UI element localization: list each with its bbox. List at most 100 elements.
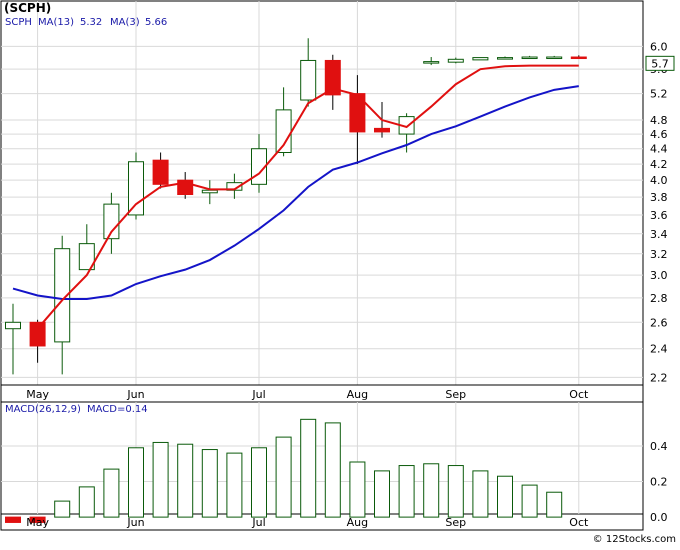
macd-y-tick-label: 0.4 — [650, 440, 668, 453]
price-y-tick-label: 4.0 — [650, 174, 668, 187]
candle-up — [423, 61, 440, 64]
candle-up — [78, 243, 95, 271]
candle-down — [570, 56, 587, 60]
candle-up — [201, 189, 218, 194]
macd-bar — [349, 461, 366, 518]
candle-down — [29, 321, 46, 347]
candle-up — [521, 56, 538, 60]
price-y-tick-label: 3.8 — [650, 191, 668, 204]
macd-bar — [472, 470, 489, 518]
price-y-tick-label: 4.6 — [650, 128, 668, 141]
price-panel: 2.2 2.4 2.6 2.8 3.0 3.2 3.4 3.6 3.8 4.0 4.2 4.4 4.64… — [0, 0, 675, 403]
macd-bar — [546, 491, 563, 518]
candle-up — [497, 57, 513, 60]
legend-ma-slow-label: MA(3) — [110, 17, 140, 28]
macd-bar — [497, 475, 513, 518]
macd-panel: 0.0 0.2 0.4 May Jun Jul Aug Sep Oct MACD(26,12,… — [0, 401, 668, 531]
chart-title: (SCPH) — [4, 1, 51, 15]
price-month-label: Jul — [251, 388, 265, 401]
price-y-tick-label: 4.2 — [650, 158, 668, 171]
candle-up — [300, 59, 317, 101]
price-month-label: Jun — [126, 388, 144, 401]
macd-bar — [226, 452, 243, 518]
candlestick-series — [5, 38, 587, 375]
price-panel-frame — [0, 0, 644, 403]
price-month-label: Aug — [347, 388, 368, 401]
candle-up — [5, 321, 21, 330]
candle-up — [472, 57, 489, 61]
price-y-tick-labels: 2.2 2.4 2.6 2.8 3.0 3.2 3.4 3.6 3.8 4.0 4.2 4.4 4.64… — [650, 40, 668, 384]
price-y-tick-label: 6.0 — [650, 40, 668, 53]
macd-bar — [78, 486, 95, 518]
price-y-tick-label: 2.4 — [650, 343, 668, 356]
macd-month-label: Aug — [347, 516, 368, 529]
legend-ticker: SCPH — [5, 17, 32, 28]
price-month-axis-strip — [0, 384, 644, 403]
price-y-tick-label: 2.8 — [650, 292, 668, 305]
candle-down — [349, 93, 366, 133]
candle-up — [447, 58, 464, 63]
macd-legend-label: MACD(26,12,9) — [5, 404, 81, 415]
macd-bar — [423, 463, 440, 518]
macd-bar — [152, 441, 169, 518]
macd-y-tick-labels: 0.0 0.2 0.4 — [650, 440, 668, 524]
candle-up — [128, 161, 144, 216]
price-month-label: Sep — [445, 388, 466, 401]
macd-bar — [398, 465, 415, 518]
macd-month-labels: May Jun Jul Aug Sep Oct — [26, 516, 589, 529]
macd-histogram — [5, 418, 563, 523]
price-y-tick-label: 3.4 — [650, 228, 668, 241]
price-month-label: May — [26, 388, 49, 401]
macd-bar — [521, 484, 538, 518]
price-y-tick-label: 3.0 — [650, 269, 668, 282]
macd-bar — [201, 449, 218, 518]
macd-y-tick-label: 0.0 — [650, 511, 668, 524]
macd-month-label: Jun — [126, 516, 144, 529]
ma-3-line — [36, 64, 579, 330]
macd-bar — [300, 418, 317, 518]
macd-month-axis-strip — [0, 513, 644, 531]
macd-month-label: Sep — [445, 516, 466, 529]
candle-up — [546, 56, 563, 60]
macd-month-label: Jul — [251, 516, 265, 529]
price-y-tick-label: 4.8 — [650, 114, 668, 127]
candle-down — [324, 59, 341, 96]
price-y-tick-label: 2.2 — [650, 371, 668, 384]
price-y-tick-label: 3.6 — [650, 209, 668, 222]
candle-down — [374, 127, 390, 133]
macd-bar — [324, 422, 341, 518]
price-month-label: Oct — [569, 388, 589, 401]
legend-ma-fast-label: MA(13) — [38, 17, 74, 28]
macd-bar — [275, 436, 292, 518]
macd-bar — [128, 447, 144, 518]
ma-13-line — [12, 85, 579, 301]
macd-bar — [251, 447, 267, 518]
macd-bar-negative — [29, 516, 46, 523]
macd-month-label: Oct — [569, 516, 589, 529]
candle-down — [152, 159, 169, 185]
price-y-tick-label: 3.2 — [650, 248, 668, 261]
macd-legend-value: MACD=0.14 — [87, 404, 148, 415]
macd-bar — [54, 500, 71, 518]
macd-bar — [447, 465, 464, 518]
price-y-tick-label: 5.2 — [650, 88, 668, 101]
macd-gridlines — [0, 445, 644, 531]
candle-up — [103, 203, 120, 240]
macd-bar — [103, 468, 120, 518]
last-price-badge — [645, 55, 675, 71]
macd-bar — [177, 443, 194, 518]
credit-text: © 12Stocks.com — [593, 534, 676, 545]
macd-month-label: May — [26, 516, 49, 529]
macd-bar — [374, 470, 390, 518]
candle-up — [54, 248, 71, 343]
legend-ma-slow-value: 5.66 — [145, 17, 167, 28]
macd-bar-negative — [5, 516, 21, 523]
macd-y-tick-label: 0.2 — [650, 476, 668, 489]
price-month-labels: May Jun Jul Aug Sep Oct — [26, 388, 589, 401]
legend-ma-fast-value: 5.32 — [80, 17, 102, 28]
price-y-tick-label: 4.4 — [650, 143, 668, 156]
last-price-label: 5.7 — [651, 57, 669, 70]
price-y-tick-label: 2.6 — [650, 316, 668, 329]
